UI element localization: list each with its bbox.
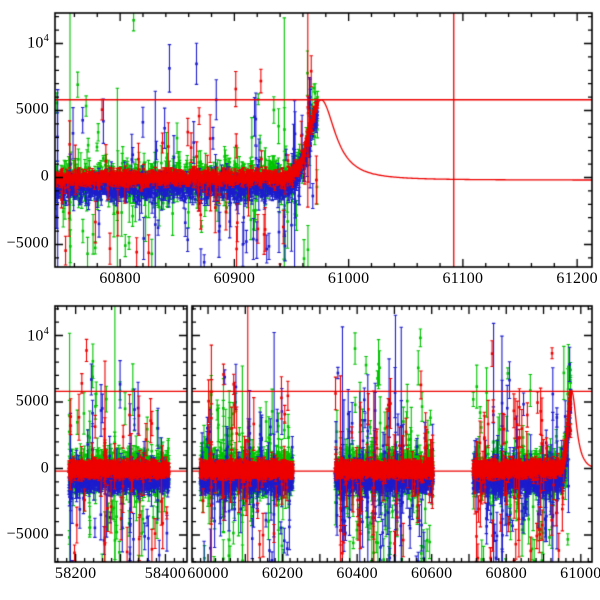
light-curve-canvas [0, 0, 600, 600]
light-curve-figure: 60800 60900 61000 61100 61200 −5000 0 5000 104 58… [0, 0, 600, 600]
